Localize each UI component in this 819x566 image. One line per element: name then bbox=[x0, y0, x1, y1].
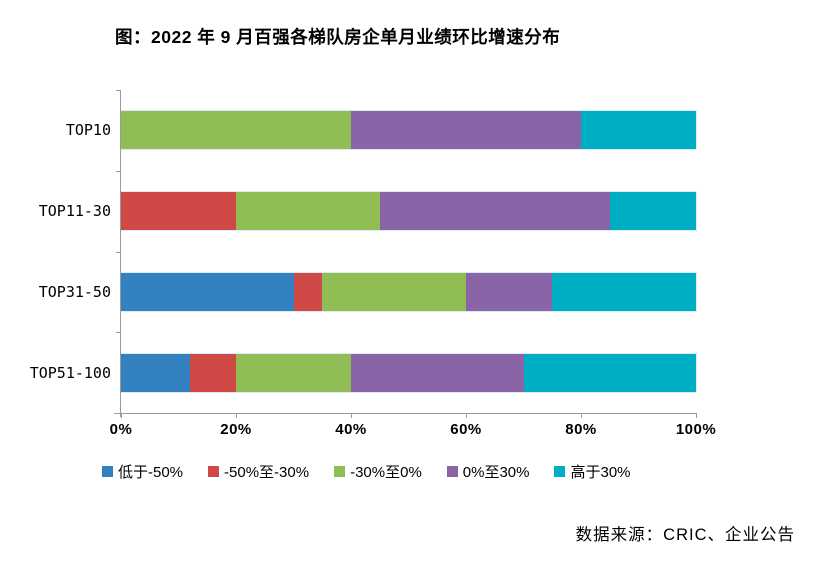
chart-title: 图：2022 年 9 月百强各梯队房企单月业绩环比增速分布 bbox=[115, 27, 561, 47]
legend-label: 0%至30% bbox=[462, 464, 530, 481]
x-axis-label: 80% bbox=[565, 421, 597, 438]
x-axis-tick bbox=[351, 414, 352, 418]
category-label: TOP10 bbox=[65, 121, 111, 140]
legend-label: -30%至0% bbox=[350, 464, 422, 481]
x-axis-label: 60% bbox=[450, 421, 482, 438]
source-note: 数据来源：CRIC、企业公告 bbox=[575, 526, 795, 544]
x-axis-label: 40% bbox=[335, 421, 367, 438]
legend-swatch bbox=[208, 466, 220, 477]
stacked-bar bbox=[121, 353, 696, 392]
legend-label: -50%至-30% bbox=[224, 464, 310, 481]
x-axis-label: 0% bbox=[109, 421, 133, 438]
y-axis-line bbox=[120, 90, 121, 417]
bar-segment-0%至30% bbox=[351, 111, 581, 150]
x-axis-tick bbox=[696, 414, 697, 418]
bar-segment-高于30% bbox=[523, 353, 696, 392]
stacked-bar bbox=[121, 111, 696, 150]
y-axis-tick bbox=[116, 170, 121, 172]
x-axis-label: 100% bbox=[675, 421, 717, 438]
bar-row: TOP51-100 bbox=[30, 332, 696, 413]
bar-segment--50%至-30% bbox=[121, 192, 236, 231]
legend-label: 高于30% bbox=[570, 464, 631, 481]
bar-segment--30%至0% bbox=[121, 111, 351, 150]
x-axis-tick bbox=[236, 414, 237, 418]
bar-row: TOP10 bbox=[66, 90, 696, 171]
x-axis-tick bbox=[581, 414, 582, 418]
legend-swatch bbox=[446, 466, 458, 477]
legend-swatch bbox=[554, 466, 566, 477]
legend-item: -50%至-30% bbox=[208, 461, 309, 482]
bar-row: TOP11-30 bbox=[39, 171, 696, 252]
bar-segment-低于-50% bbox=[121, 272, 294, 311]
bar-segment-0%至30% bbox=[351, 353, 524, 392]
bar-segment--30%至0% bbox=[236, 353, 351, 392]
legend: 低于-50% -50%至-30% -30%至0% 0%至30% 高于30% bbox=[102, 461, 631, 482]
bar-segment-高于30% bbox=[581, 111, 696, 150]
x-axis-line bbox=[114, 413, 697, 414]
bar-segment--30%至0% bbox=[236, 192, 380, 231]
x-axis-tick bbox=[466, 414, 467, 418]
legend-item: 低于-50% bbox=[102, 461, 183, 482]
bar-segment--50%至-30% bbox=[293, 272, 323, 311]
bar-segment-低于-50% bbox=[121, 353, 190, 392]
bar-segment--50%至-30% bbox=[190, 353, 236, 392]
legend-label: 低于-50% bbox=[118, 464, 184, 481]
bar-segment-0%至30% bbox=[379, 192, 610, 231]
stacked-bar bbox=[121, 192, 696, 231]
x-axis-tick bbox=[121, 414, 122, 418]
bar-segment--30%至0% bbox=[322, 272, 466, 311]
legend-item: 高于30% bbox=[554, 461, 631, 482]
stacked-bar bbox=[121, 272, 696, 311]
bar-segment-高于30% bbox=[609, 192, 696, 231]
legend-item: -30%至0% bbox=[334, 461, 422, 482]
bar-row: TOP31-50 bbox=[39, 252, 696, 333]
category-label: TOP11-30 bbox=[38, 202, 111, 221]
category-label: TOP31-50 bbox=[38, 282, 111, 301]
y-axis-tick bbox=[116, 90, 121, 91]
category-label: TOP51-100 bbox=[29, 363, 111, 382]
legend-item: 0%至30% bbox=[446, 461, 530, 482]
plot-area: TOP10 TOP11-30 TOP31-50 TOP51-100 bbox=[30, 90, 696, 413]
bar-segment-高于30% bbox=[552, 272, 696, 311]
legend-swatch bbox=[102, 466, 113, 477]
x-axis-label: 20% bbox=[220, 421, 252, 438]
bar-segment-0%至30% bbox=[466, 272, 553, 311]
y-axis-tick bbox=[116, 251, 121, 253]
legend-swatch bbox=[334, 466, 346, 477]
y-axis-tick bbox=[116, 332, 121, 334]
